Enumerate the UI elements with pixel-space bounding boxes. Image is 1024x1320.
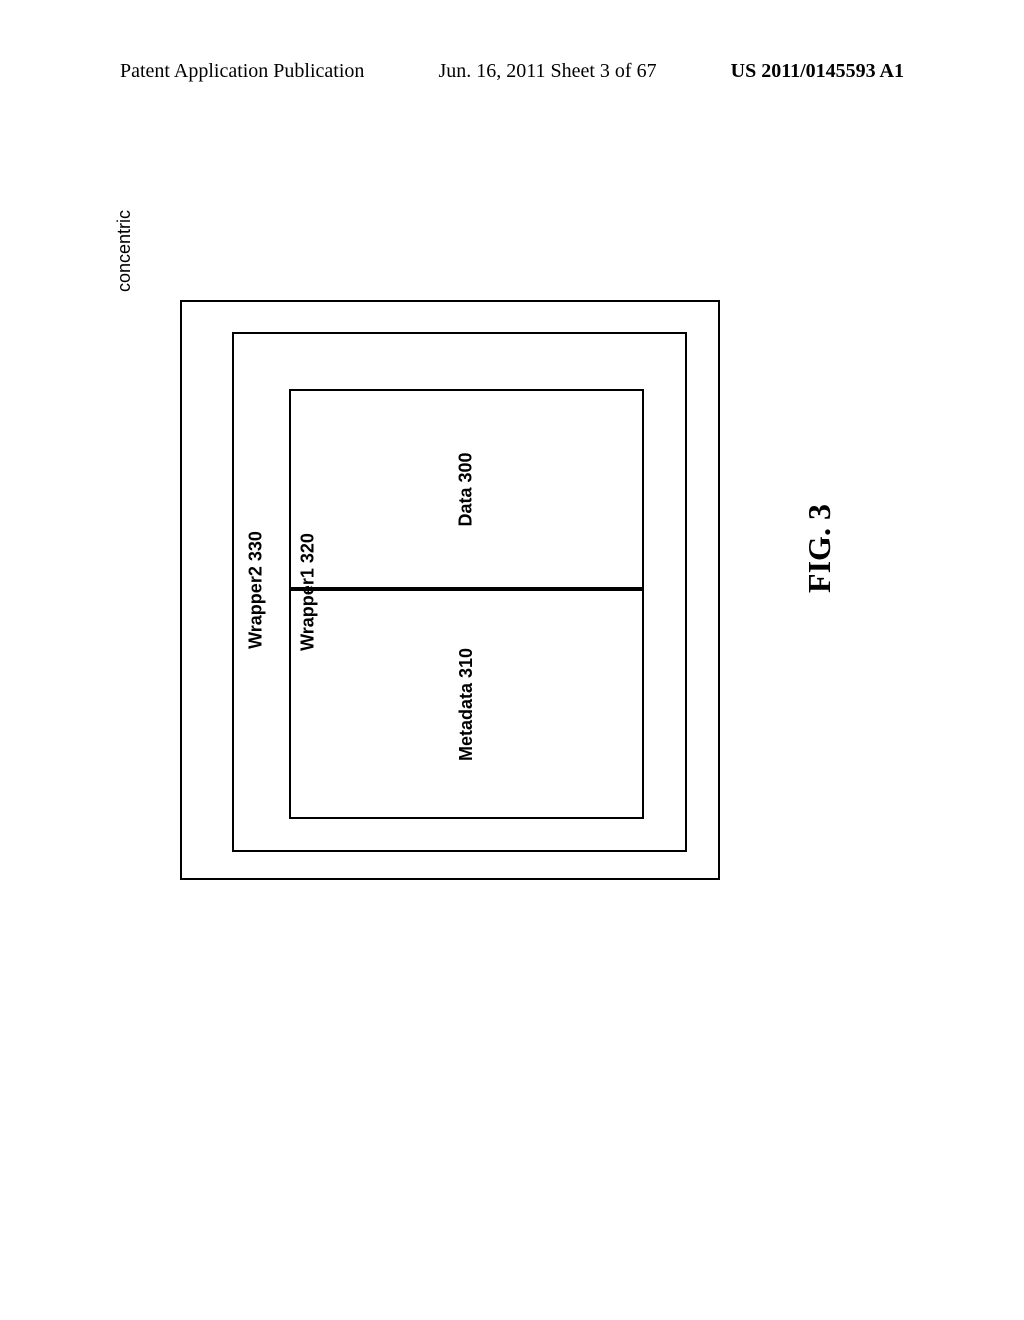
header-publication-type: Patent Application Publication [120,60,364,83]
header-date-sheet: Jun. 16, 2011 Sheet 3 of 67 [438,60,656,83]
wrapper2-box: Wrapper2 330 Wrapper1 320 Data 300 Metad… [180,300,720,880]
header-patent-number: US 2011/0145593 A1 [731,60,904,83]
concentric-label: concentric [114,210,135,292]
data-box: Data 300 [289,389,644,589]
wrapper1-box: Wrapper1 320 Data 300 Metadata 310 [232,332,687,852]
figure-caption: FIG. 3 [801,504,838,593]
metadata-box: Metadata 310 [289,589,644,819]
data-label: Data 300 [456,452,477,526]
concentric-diagram: concentric Wrapper2 330 Wrapper1 320 Dat… [180,300,720,880]
page-header: Patent Application Publication Jun. 16, … [0,60,1024,83]
metadata-label: Metadata 310 [456,647,477,760]
